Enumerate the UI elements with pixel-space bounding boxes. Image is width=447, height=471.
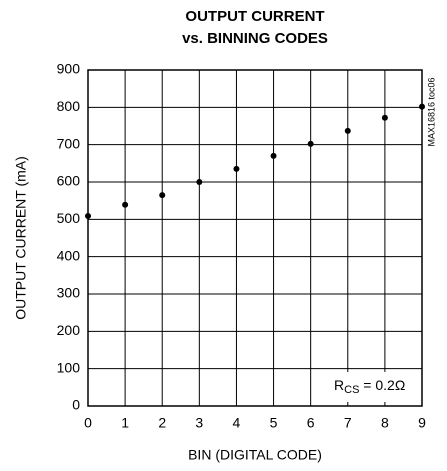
point xyxy=(307,140,314,147)
chart-title: OUTPUT CURRENT xyxy=(185,8,324,25)
point xyxy=(344,127,351,134)
annotation-suffix: = 0.2Ω xyxy=(359,377,405,393)
point xyxy=(122,201,129,208)
y-tick-label: 700 xyxy=(57,135,81,151)
point xyxy=(233,165,240,172)
annotation-bg xyxy=(328,372,420,402)
annotation-subscript: CS xyxy=(344,384,359,396)
x-tick-label: 6 xyxy=(307,415,315,431)
y-axis-label: OUTPUT CURRENT (mA) xyxy=(13,156,29,320)
x-tick-label: 5 xyxy=(270,415,278,431)
point xyxy=(159,192,166,199)
x-tick-label: 0 xyxy=(84,415,92,431)
x-tick-label: 3 xyxy=(195,415,203,431)
x-tick-label: 9 xyxy=(418,415,426,431)
chart-title: vs. BINNING CODES xyxy=(182,30,328,47)
x-tick-label: 7 xyxy=(344,415,352,431)
point xyxy=(270,152,277,159)
x-tick-label: 8 xyxy=(381,415,389,431)
y-tick-label: 100 xyxy=(57,359,81,375)
point xyxy=(196,179,203,185)
y-tick-label: 400 xyxy=(57,247,81,263)
x-tick-label: 1 xyxy=(121,415,129,431)
x-tick-label: 2 xyxy=(158,415,166,431)
y-tick-label: 500 xyxy=(57,210,81,226)
x-axis-label: BIN (DIGITAL CODE) xyxy=(188,447,322,463)
side-note: MAX16816 toc06 xyxy=(426,77,436,146)
point xyxy=(419,103,425,110)
plot-frame xyxy=(87,69,423,407)
point xyxy=(381,114,388,121)
y-tick-label: 300 xyxy=(57,285,81,301)
y-tick-label: 800 xyxy=(57,98,81,114)
y-tick-label: 200 xyxy=(57,322,81,338)
y-tick-label: 0 xyxy=(72,397,80,413)
annotation: RCS = 0.2Ω xyxy=(334,377,405,396)
y-tick-label: 900 xyxy=(57,61,81,77)
y-tick-label: 600 xyxy=(57,173,81,189)
x-tick-label: 4 xyxy=(233,415,241,431)
annotation-text: R xyxy=(334,377,344,393)
point xyxy=(85,212,91,219)
